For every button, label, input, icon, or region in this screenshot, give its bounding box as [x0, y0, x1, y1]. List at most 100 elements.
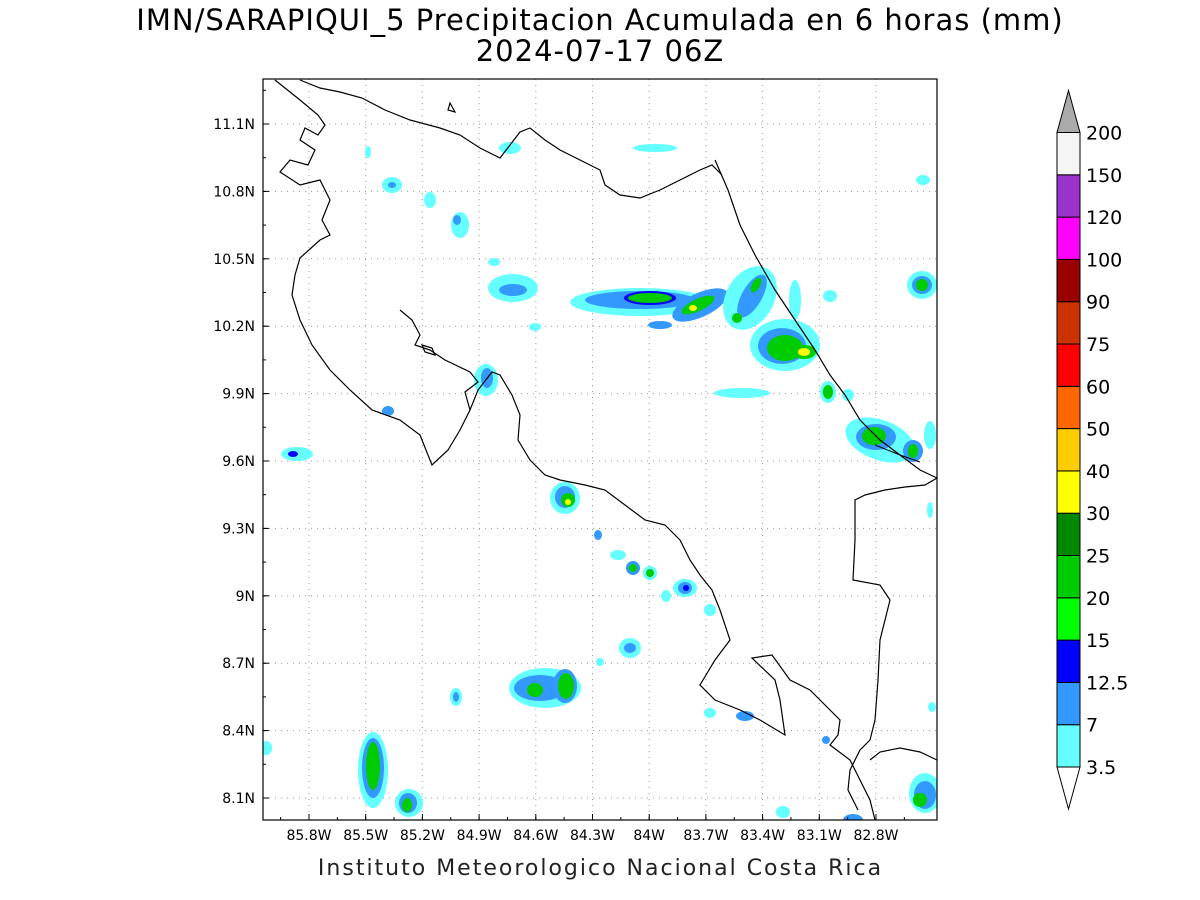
lat-tick-label: 8.7N [222, 656, 255, 672]
precip-cell [689, 305, 697, 311]
precip-cell [629, 564, 637, 572]
precip-cell [750, 277, 762, 293]
legend-level-label: 15 [1086, 630, 1110, 652]
precip-cell [648, 321, 672, 329]
legend-color-box [1056, 639, 1081, 683]
precip-cell [633, 144, 677, 152]
lat-tick-label: 10.8N [213, 184, 255, 200]
precip-cell [714, 388, 770, 398]
map-title: IMN/SARAPIQUI_5 Precipitacion Acumulada … [136, 3, 1064, 37]
gridlines [263, 79, 937, 820]
legend-color-box [1056, 555, 1081, 599]
lon-tick-label: 83.7W [683, 828, 728, 844]
precip-cell [424, 192, 436, 208]
lon-tick-label: 83.4W [740, 828, 785, 844]
longitude-axis: 85.8W 85.5W 85.2W 84.9W 84.6W 84.3W 84W 83.7W 83… [280, 814, 905, 844]
small-island [447, 101, 457, 113]
precip-cell [382, 406, 394, 416]
precip-cell [565, 499, 571, 505]
legend-color-box [1056, 597, 1081, 641]
precip-cell [776, 806, 790, 818]
map-frame [262, 78, 938, 821]
precip-cell [527, 683, 543, 697]
legend-level-label: 75 [1086, 334, 1110, 356]
legend-color-box [1056, 681, 1081, 726]
lat-tick-label: 8.1N [222, 791, 255, 807]
legend-color-box [1056, 512, 1081, 557]
legend-color-box [1056, 301, 1081, 345]
precip-cell [596, 658, 604, 666]
precip-cell [451, 212, 469, 238]
legend-level-label: 50 [1086, 419, 1110, 441]
nicoya-peninsula [399, 309, 479, 411]
legend-color-box [1056, 385, 1081, 430]
precipitation-field [263, 142, 937, 820]
legend-level-label: 20 [1086, 588, 1110, 610]
precip-cell [488, 258, 500, 266]
lake-nicaragua-shoreline [299, 79, 723, 199]
lon-tick-label: 84.3W [570, 828, 615, 844]
precip-cell [365, 146, 371, 158]
legend-under-arrow [1056, 766, 1081, 811]
precip-cell [928, 702, 936, 712]
precip-cell [594, 530, 602, 540]
lat-tick-label: 9N [236, 589, 255, 605]
precip-cell [388, 182, 396, 188]
legend-level-label: 30 [1086, 503, 1110, 525]
legend-level-label: 25 [1086, 546, 1110, 568]
color-legend: 3.5 7 12.5 15 20 25 30 40 50 60 75 90 100 120 150 200 [1056, 88, 1128, 811]
legend-color-box [1056, 724, 1081, 768]
lon-tick-label: 82.8W [853, 828, 898, 844]
precip-cell [822, 736, 830, 744]
precip-cell [789, 280, 801, 320]
precip-cell [704, 708, 716, 718]
lat-tick-label: 10.5N [213, 252, 255, 268]
precip-cell [366, 742, 380, 790]
latitude-axis: 11.1N 10.8N 10.5N 10.2N 9.9N 9.6N 9.3N 9N 8.7N 8.… [213, 89, 269, 807]
precip-cell [927, 502, 933, 518]
precip-cell [916, 175, 930, 185]
lat-tick-label: 9.3N [222, 521, 255, 537]
legend-level-label: 200 [1086, 123, 1122, 145]
lon-tick-label: 84W [633, 828, 665, 844]
precip-cell [924, 421, 936, 449]
precip-cell [683, 585, 689, 591]
legend-over-arrow [1056, 88, 1081, 133]
footer-credit: Instituto Meteorologico Nacional Costa R… [317, 856, 884, 881]
lon-tick-label: 85.5W [343, 828, 388, 844]
caribbean-shoreline-detail [874, 444, 921, 463]
lat-tick-label: 8.4N [222, 724, 255, 740]
precip-cell [913, 793, 927, 807]
precip-cell [453, 215, 461, 225]
precip-cell [732, 313, 742, 323]
inland-border-east [847, 477, 937, 811]
precip-cell [499, 284, 527, 296]
precip-cell [736, 711, 754, 721]
precip-cell [628, 293, 672, 303]
precip-cell [558, 673, 574, 699]
coastlines [274, 79, 937, 820]
map-datetime: 2024-07-17 06Z [475, 34, 725, 68]
legend-color-box [1056, 428, 1081, 472]
precip-cell [529, 323, 541, 331]
map-plot-area [263, 79, 937, 820]
lat-tick-label: 9.9N [222, 387, 255, 403]
legend-level-label: 60 [1086, 376, 1110, 398]
panama-coast [869, 747, 937, 761]
precip-cell [798, 348, 810, 356]
lon-tick-label: 85.2W [400, 828, 445, 844]
precip-cell [453, 692, 459, 702]
lon-tick-label: 85.8W [286, 828, 331, 844]
precip-cell [610, 550, 626, 560]
legend-level-label: 120 [1086, 207, 1122, 229]
legend-level-label: 12.5 [1086, 672, 1128, 694]
lon-tick-label: 84.6W [513, 828, 558, 844]
precip-cell [704, 604, 716, 616]
precip-cell [402, 798, 412, 812]
legend-level-label: 40 [1086, 461, 1110, 483]
legend-level-label: 150 [1086, 165, 1122, 187]
precip-cell [288, 451, 298, 457]
precip-cell [499, 142, 521, 154]
lat-tick-label: 9.6N [222, 454, 255, 470]
